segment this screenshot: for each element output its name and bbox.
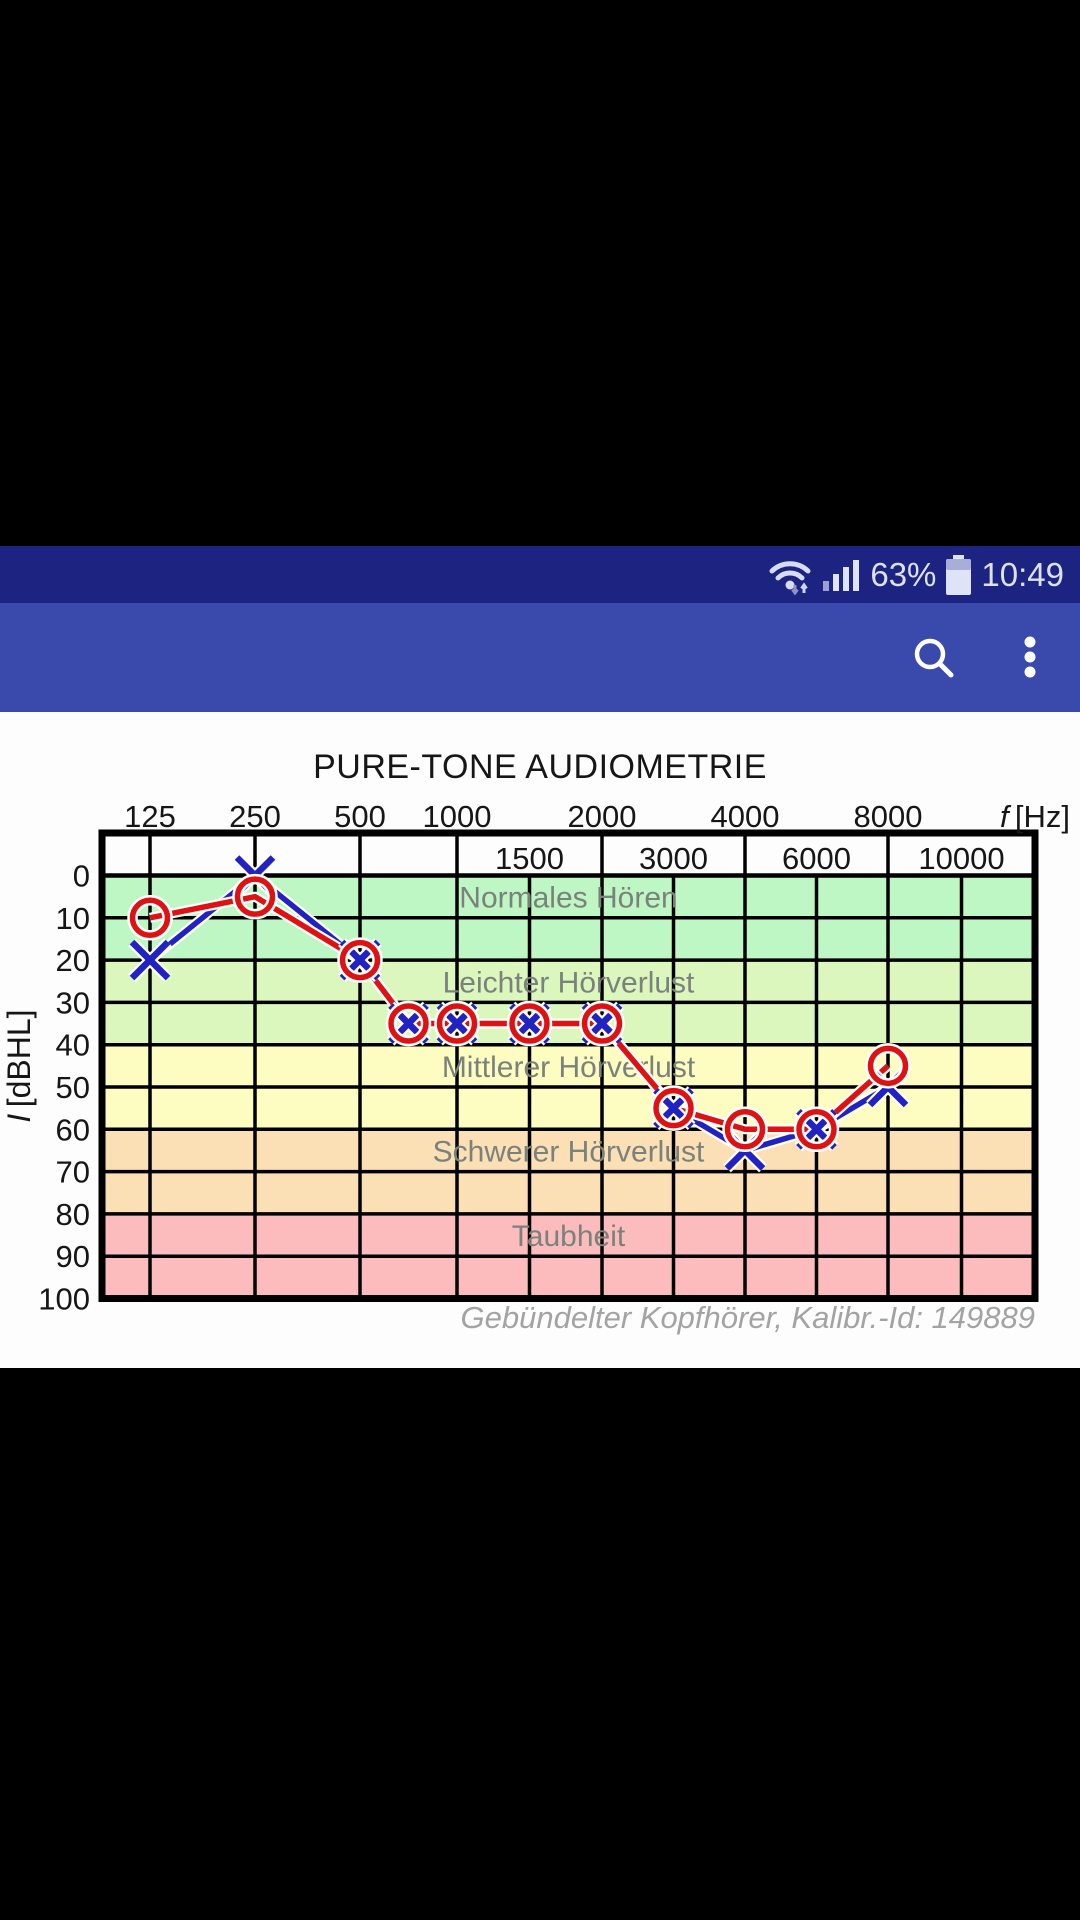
- marker-circle: [653, 1087, 694, 1129]
- y-axis-title: I [dBHL]: [1, 1009, 37, 1122]
- app-bar: [0, 603, 1080, 724]
- battery-icon: [946, 554, 972, 595]
- overflow-menu-button[interactable]: [1002, 629, 1058, 685]
- audiogram-chart: Normales Hören Leichter Hörverlust Mittler…: [1, 799, 1070, 1317]
- y-tick-label: 80: [56, 1197, 90, 1232]
- marker-x: [129, 939, 171, 981]
- marker-circle: [581, 1003, 623, 1044]
- chart-title: PURE-TONE AUDIOMETRIE: [313, 748, 767, 786]
- x-tick-label: 1500: [495, 841, 564, 876]
- x-tick-label: 250: [229, 799, 281, 834]
- y-tick-label: 60: [56, 1112, 90, 1147]
- zone-label: Taubheit: [512, 1220, 626, 1253]
- x-tick-label: 1000: [423, 799, 492, 834]
- zone-label: Normales Hören: [459, 882, 677, 915]
- chart-border: [98, 829, 1039, 1302]
- marker-circle: [339, 939, 381, 981]
- marker-circle: [436, 1003, 478, 1044]
- signal-strength-icon: [823, 559, 860, 591]
- chart-caption: Gebündelter Kopfhörer, Kalibr.-Id: 14988…: [460, 1300, 1035, 1335]
- status-bar: 63% 10:49: [0, 546, 1080, 603]
- x-tick-label: 10000: [918, 841, 1004, 876]
- marker-circle: [796, 1109, 837, 1150]
- y-tick-label: 90: [56, 1239, 90, 1274]
- y-tick-label: 100: [38, 1282, 90, 1317]
- marker-circle: [234, 876, 276, 917]
- zone-label: Leichter Hörverlust: [443, 966, 695, 999]
- x-tick-label: 4000: [711, 799, 780, 834]
- overflow-menu-icon: [1024, 636, 1036, 678]
- marker-circle: [129, 897, 171, 939]
- y-tick-label: 0: [73, 859, 90, 894]
- x-tick-label: 3000: [639, 841, 708, 876]
- wifi-icon: [769, 560, 811, 595]
- x-tick-label: 8000: [854, 799, 923, 834]
- zone-label: Schwerer Hörverlust: [433, 1135, 705, 1168]
- y-tick-label: 70: [56, 1155, 90, 1190]
- y-tick-label: 40: [56, 1028, 90, 1063]
- marker-circle: [867, 1045, 909, 1087]
- y-tick-label: 30: [56, 985, 90, 1020]
- y-tick-label: 20: [56, 943, 90, 978]
- x-tick-label: 2000: [568, 799, 637, 834]
- marker-circle: [724, 1109, 766, 1150]
- search-button[interactable]: [905, 629, 961, 685]
- x-axis-title: f [Hz]: [1000, 799, 1070, 834]
- x-tick-label: 6000: [782, 841, 851, 876]
- battery-percent: 63%: [870, 556, 937, 593]
- marker-circle: [509, 1003, 550, 1044]
- x-tick-label: 500: [334, 799, 386, 834]
- marker-circle: [388, 1003, 429, 1044]
- search-icon: [914, 638, 954, 678]
- x-tick-label: 125: [124, 799, 176, 834]
- y-tick-label: 10: [56, 901, 90, 936]
- y-tick-label: 50: [56, 1070, 90, 1105]
- clock: 10:49: [981, 556, 1064, 593]
- content-area: Normales Hören Leichter Hörverlust Mittler…: [0, 712, 1080, 1368]
- zone-label: Mittlerer Hörverlust: [442, 1051, 696, 1084]
